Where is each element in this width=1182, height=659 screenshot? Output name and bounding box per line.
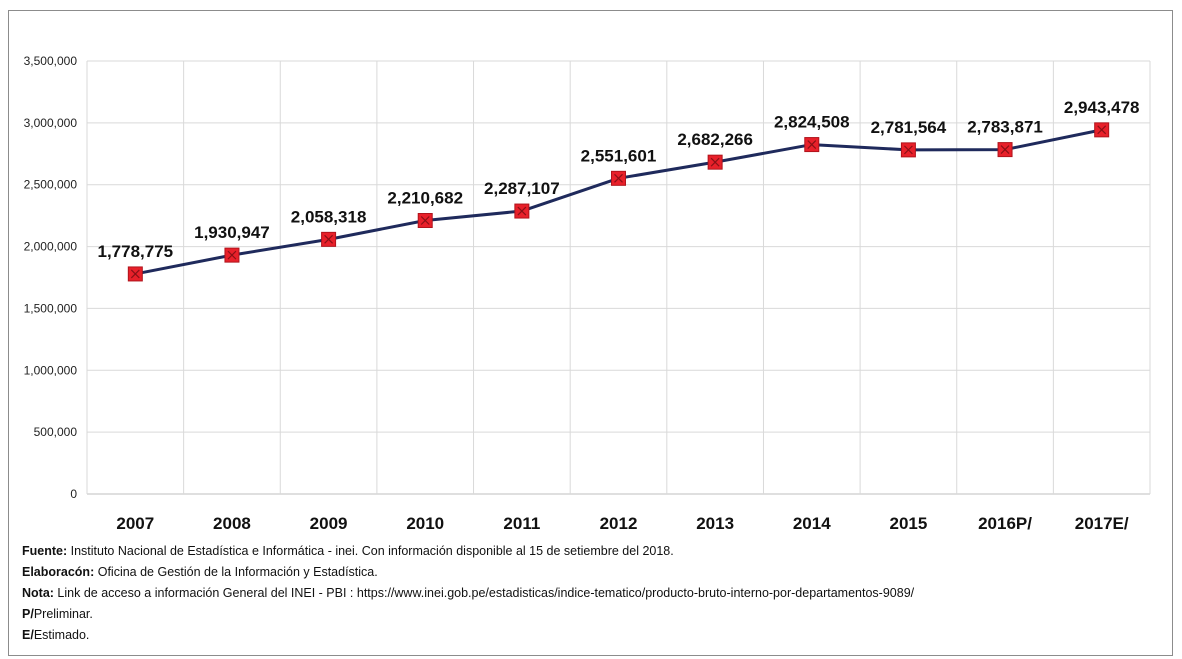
note-source-label: Fuente: <box>22 544 68 558</box>
x-tick-label: 2009 <box>310 514 348 533</box>
note-source-text: Instituto Nacional de Estadística e Info… <box>67 544 674 558</box>
data-point-marker-cross <box>420 216 430 225</box>
data-label: 2,287,107 <box>484 179 560 198</box>
note-prepared-by-label: Elaboracón: <box>22 565 95 579</box>
data-point-marker-cross <box>517 206 527 216</box>
data-label: 2,682,266 <box>677 130 753 149</box>
y-tick-label: 500,000 <box>34 425 78 439</box>
x-tick-label: 2017E/ <box>1075 514 1129 533</box>
data-point-marker-cross <box>614 173 623 183</box>
y-tick-label: 0 <box>70 487 77 501</box>
x-tick-label: 2014 <box>793 514 831 533</box>
data-label: 2,551,601 <box>581 146 657 165</box>
note-source: Fuente: Instituto Nacional de Estadístic… <box>22 541 914 562</box>
x-tick-label: 2015 <box>889 514 927 533</box>
data-label: 2,781,564 <box>871 118 947 137</box>
y-tick-label: 2,000,000 <box>24 240 78 254</box>
line-chart: 0 500,000 1,000,000 1,500,000 2,000,000 2,500… <box>24 54 1151 533</box>
data-point-marker-cross <box>324 234 334 244</box>
data-label: 2,058,318 <box>291 207 367 226</box>
data-label: 2,824,508 <box>774 113 850 132</box>
x-tick-label: 2007 <box>116 514 154 533</box>
note-estimated: E/Estimado. <box>22 625 914 646</box>
chart-notes: Fuente: Instituto Nacional de Estadístic… <box>22 541 914 646</box>
data-label: 2,210,682 <box>387 189 463 208</box>
x-tick-label: 2011 <box>503 514 540 533</box>
data-point-marker-cross <box>227 250 237 260</box>
y-tick-label: 3,000,000 <box>24 116 78 130</box>
data-label: 2,783,871 <box>967 118 1043 137</box>
note-preliminary-label: P/ <box>22 607 34 621</box>
x-tick-label: 2012 <box>600 514 638 533</box>
data-point-marker-cross <box>710 157 720 167</box>
note-preliminary-text: Preliminar. <box>33 607 93 621</box>
x-tick-label: 2008 <box>213 514 251 533</box>
note-prepared-by: Elaboracón: Oficina de Gestión de la Inf… <box>22 562 914 583</box>
data-label: 2,943,478 <box>1064 98 1140 117</box>
x-tick-label: 2010 <box>406 514 444 533</box>
x-tick-label: 2016P/ <box>978 514 1032 533</box>
note-link-label: Nota: <box>22 586 54 600</box>
chart-frame <box>8 10 1173 656</box>
y-tick-label: 1,500,000 <box>24 301 78 315</box>
y-tick-label: 2,500,000 <box>24 178 78 192</box>
note-preliminary: P/Preliminar. <box>22 604 914 625</box>
note-estimated-text: Estimado. <box>33 628 90 642</box>
data-label: 1,930,947 <box>194 223 270 242</box>
y-tick-label: 1,000,000 <box>24 363 78 377</box>
data-point-marker-cross <box>1000 145 1010 155</box>
y-tick-label: 3,500,000 <box>24 54 78 68</box>
x-tick-label: 2013 <box>696 514 734 533</box>
note-link-text: Link de acceso a información General del… <box>53 586 915 600</box>
note-estimated-label: E/ <box>22 628 34 642</box>
data-label: 1,778,775 <box>97 242 173 261</box>
data-point-marker-cross <box>130 269 140 279</box>
data-point-marker-cross <box>807 140 817 149</box>
data-point-marker-cross <box>1097 125 1107 135</box>
note-link: Nota: Link de acceso a información Gener… <box>22 583 914 604</box>
data-point-marker-cross <box>903 145 913 155</box>
note-prepared-by-text: Oficina de Gestión de la Información y E… <box>94 565 378 579</box>
